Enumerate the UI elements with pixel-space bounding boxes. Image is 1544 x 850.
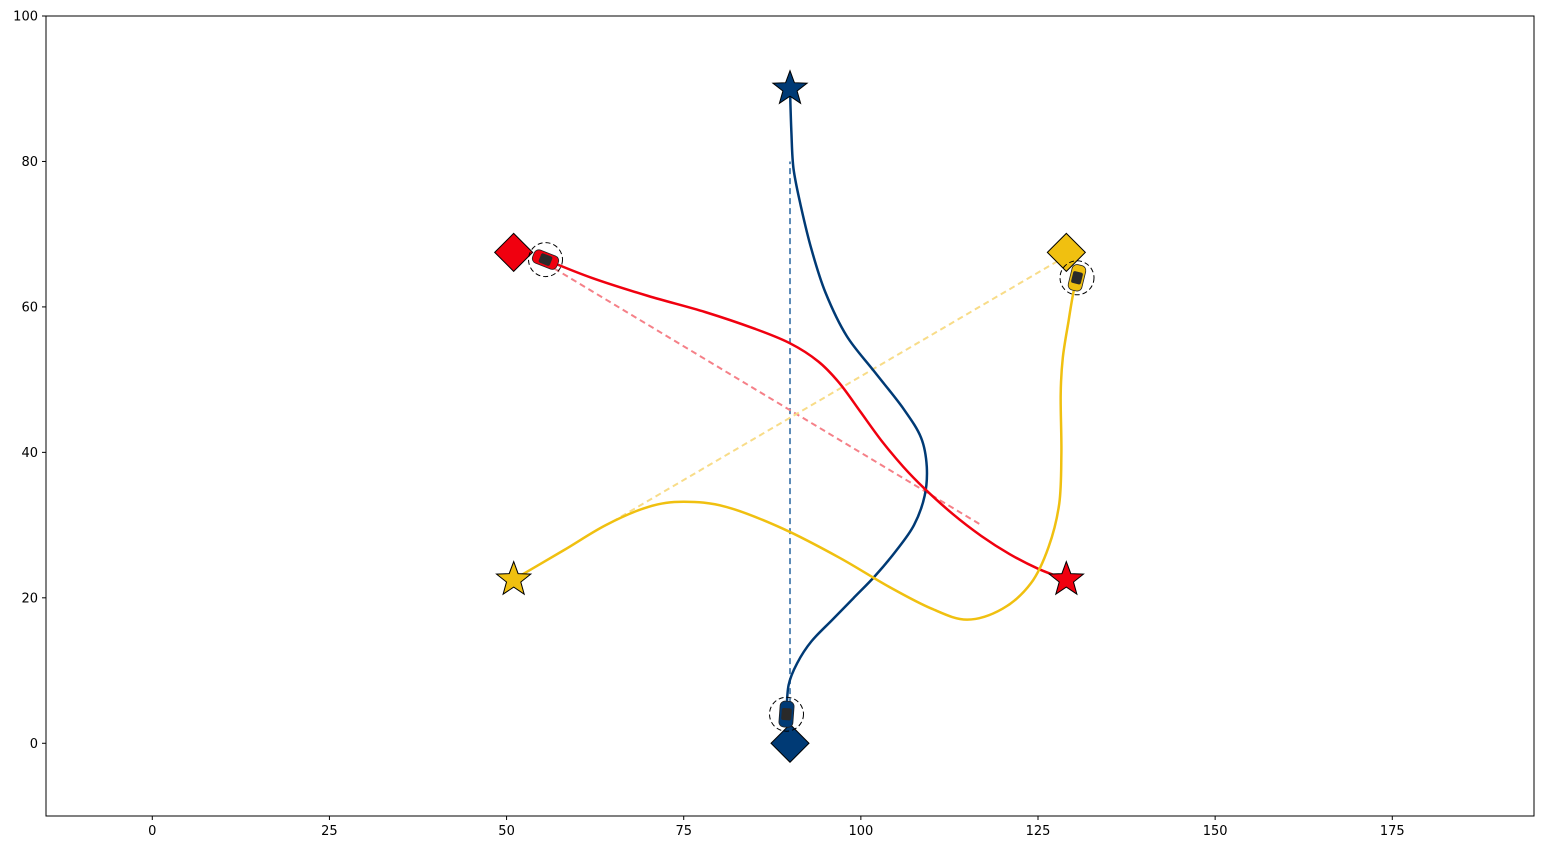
vehicle-cabin [1071,271,1083,285]
y-tick-label: 100 [13,10,38,25]
vehicle-yellow [1067,264,1087,292]
y-tick-label: 40 [21,446,38,461]
vehicle-cabin [538,253,553,266]
x-axis: 0 25 50 75 100 125 150 175 [148,816,1405,839]
goal-star-yellow [495,560,533,596]
x-tick-label: 75 [675,824,692,839]
y-tick-label: 80 [21,155,38,170]
start-diamond-blue [770,723,810,763]
vehicle-blue [778,700,795,728]
y-tick-label: 0 [30,737,38,752]
x-tick-label: 0 [148,824,156,839]
reference-line-red [545,262,982,526]
x-tick-label: 25 [321,824,338,839]
y-axis: 0 20 40 60 80 100 [13,10,46,752]
x-tick-label: 100 [848,824,873,839]
y-tick-label: 20 [21,591,38,606]
plot-background [46,16,1534,816]
goal-star-red [1047,560,1085,596]
y-tick-label: 60 [21,300,38,315]
markers [493,69,1095,763]
vehicle-cabin [781,707,792,721]
plot-frame [45,15,1535,817]
x-tick-label: 125 [1026,824,1051,839]
vehicle-red [531,249,560,270]
trajectory-red [544,258,1068,581]
reference-line-yellow [612,255,1067,523]
trajectory-yellow [512,276,1079,621]
reference-paths [545,161,1067,715]
x-tick-label: 150 [1203,824,1228,839]
safety-circle-blue [769,696,804,732]
start-diamond-yellow [1046,232,1087,273]
x-tick-label: 175 [1380,824,1405,839]
start-diamond-red [493,232,534,273]
safety-circle-red [528,242,563,278]
trajectory-blue [785,87,929,716]
x-tick-label: 50 [498,824,515,839]
safety-circle-yellow [1059,260,1095,296]
trajectories [512,87,1079,716]
goal-star-blue [771,69,809,105]
